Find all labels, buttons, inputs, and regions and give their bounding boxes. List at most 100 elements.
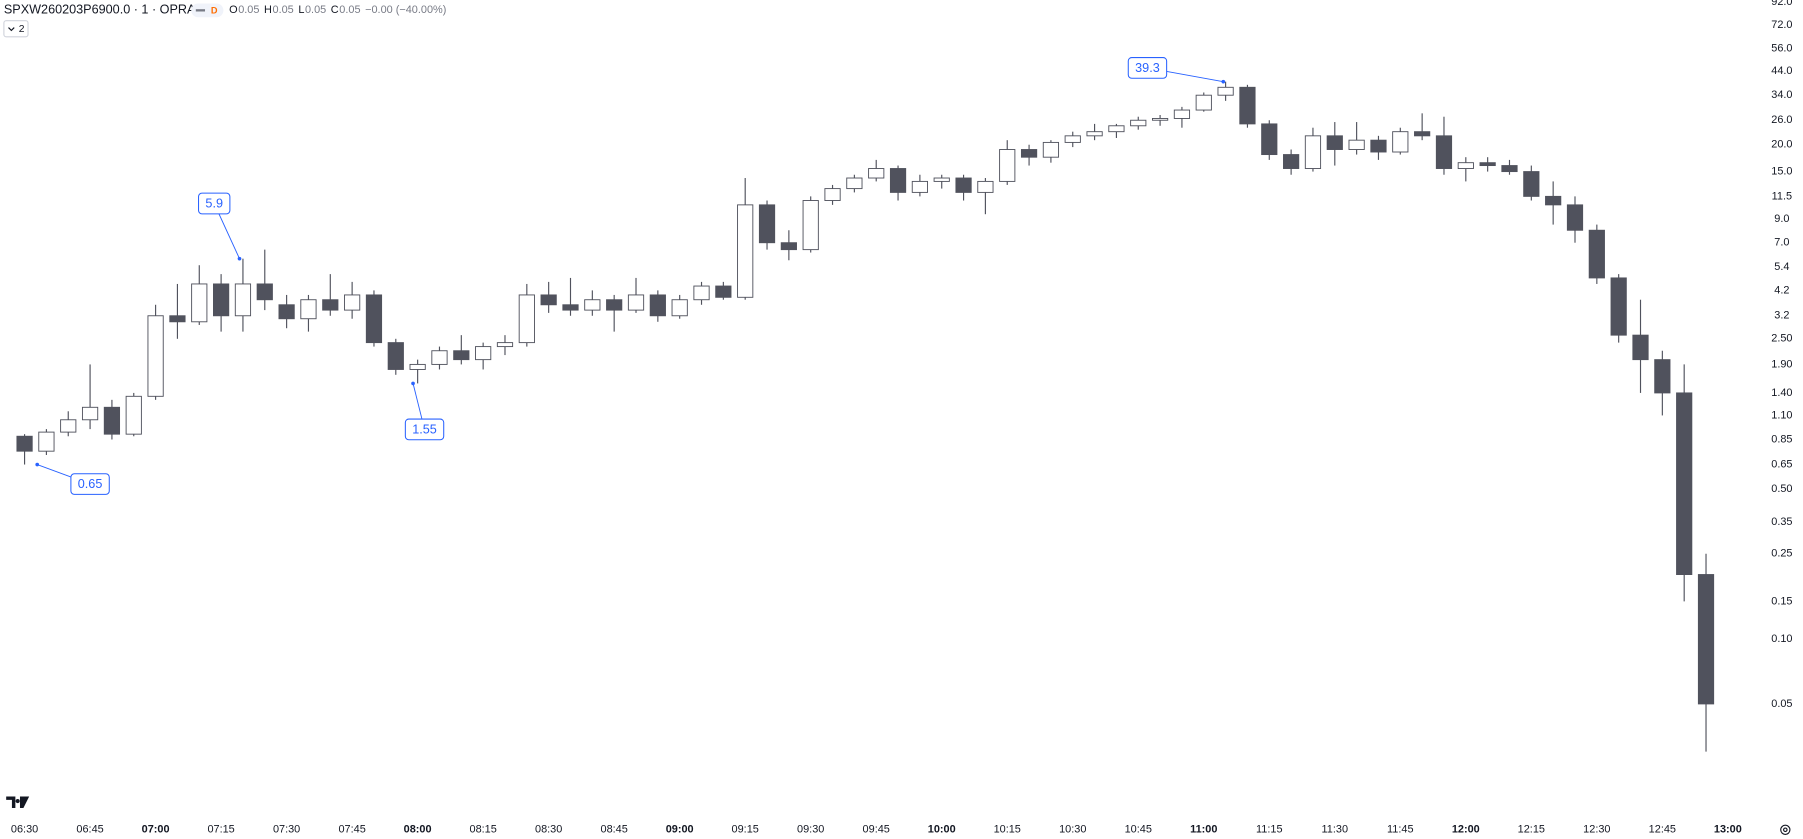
annotation-label: 39.3 (1135, 61, 1160, 75)
candle-body (977, 180, 994, 193)
legend-key: H (264, 4, 272, 16)
candle-body (1523, 171, 1540, 197)
candle-body (38, 431, 55, 452)
badge-bg (191, 3, 224, 18)
candle-body (737, 204, 754, 298)
candle-body (278, 304, 295, 320)
candle-body (60, 419, 77, 433)
candle-body (1566, 204, 1584, 231)
candle-body (540, 294, 557, 306)
candle-body (365, 294, 383, 344)
y-tick-label: 92.0 (1771, 0, 1792, 8)
y-tick-label: 1.10 (1771, 409, 1792, 421)
candle-body (147, 315, 164, 397)
x-tick-label: 11:45 (1387, 824, 1413, 836)
x-tick-label: 12:45 (1649, 824, 1676, 836)
indicator-toggle[interactable] (3, 20, 29, 38)
candle-body (1435, 135, 1453, 169)
y-tick-label: 0.50 (1771, 483, 1792, 495)
candle-body (584, 299, 601, 311)
candle-body (889, 168, 907, 193)
candle-body (1217, 86, 1234, 96)
x-tick-label: 11:15 (1256, 824, 1282, 836)
y-tick-label: 0.65 (1771, 458, 1792, 470)
candle-body (1326, 135, 1343, 150)
candle-body (802, 200, 819, 251)
x-tick-label: 07:45 (338, 824, 365, 836)
tv-logo (6, 796, 30, 808)
candle-body (955, 177, 972, 193)
y-tick-label: 15.0 (1771, 165, 1792, 177)
y-tick-label: 56.0 (1771, 43, 1792, 55)
candle-body (344, 294, 361, 311)
candle-body (780, 242, 797, 251)
candle-body (693, 285, 710, 301)
x-tick-label: 12:00 (1452, 824, 1480, 836)
x-tick-label: 12:15 (1518, 824, 1545, 836)
x-tick-label: 08:00 (404, 824, 432, 836)
legend-value: 0.05 (305, 4, 326, 16)
annotation-point (1221, 79, 1226, 84)
annotation-label: 5.9 (205, 196, 223, 210)
annotation-label: 1.55 (412, 422, 437, 436)
candle-body (431, 350, 448, 365)
y-tick-label: 0.10 (1771, 633, 1792, 645)
y-tick-label: 7.0 (1774, 237, 1789, 249)
badge-dash (195, 9, 206, 12)
plot-area: 0.05 0.10 0.15 0.25 0.35 0.50 0.65 0.85 1.10 1.40… (11, 0, 1793, 836)
candle-body (627, 294, 645, 311)
candle-body (1261, 123, 1278, 156)
candle-body (933, 177, 950, 182)
candle-body (1283, 154, 1300, 169)
candle-body (1392, 131, 1409, 153)
x-tick-label: 10:00 (928, 824, 956, 836)
candle-body (213, 283, 230, 317)
candle-body (191, 283, 208, 323)
annotation-box (70, 473, 110, 495)
legend-key: O (229, 4, 237, 16)
y-tick-label: 5.4 (1774, 261, 1789, 273)
legend-value: 0.05 (339, 4, 360, 16)
candle-body (1195, 94, 1212, 111)
indicator-count: 2 (19, 24, 25, 35)
candle-body (496, 342, 514, 348)
y-tick-label: 0.35 (1771, 516, 1792, 528)
x-tick-label: 11:00 (1190, 824, 1217, 836)
candle-body (1020, 149, 1038, 158)
candle-body (1304, 135, 1322, 169)
candle-body (453, 350, 470, 361)
candle-body (1457, 162, 1474, 169)
y-tick-label: 34.0 (1771, 89, 1792, 101)
candle-body (125, 395, 142, 435)
x-tick-label: 09:00 (666, 824, 694, 836)
candle-body (387, 342, 404, 370)
candle-body (1545, 195, 1562, 206)
annotation: 5.9 (198, 192, 231, 215)
candle-body (1414, 131, 1431, 137)
candle-body (1130, 119, 1147, 127)
y-tick-label: 44.0 (1771, 65, 1792, 77)
candle-body (409, 363, 426, 370)
settings-icon[interactable] (1780, 824, 1791, 835)
y-tick-label: 0.05 (1771, 698, 1792, 710)
x-tick-label: 09:45 (863, 824, 890, 836)
x-tick-label: 06:45 (76, 824, 103, 836)
candle-body (649, 294, 666, 317)
annotation-box (1127, 57, 1168, 79)
annotation-box (404, 418, 445, 441)
candle-body (1239, 86, 1256, 125)
x-tick-label: 07:30 (273, 824, 300, 836)
legend-change: −0.00 (−40.00%) (365, 4, 446, 16)
candle-body (1588, 229, 1605, 279)
x-tick-label: 13:00 (1714, 824, 1742, 836)
candle-body (911, 180, 928, 193)
annotation-point (35, 462, 40, 467)
candle-body (1654, 359, 1671, 394)
candle-body (846, 177, 863, 190)
y-tick-label: 20.0 (1771, 139, 1792, 151)
candle-body (234, 283, 252, 317)
candle-body (169, 315, 186, 323)
candle-body (103, 406, 121, 435)
candle-body (1479, 162, 1496, 167)
